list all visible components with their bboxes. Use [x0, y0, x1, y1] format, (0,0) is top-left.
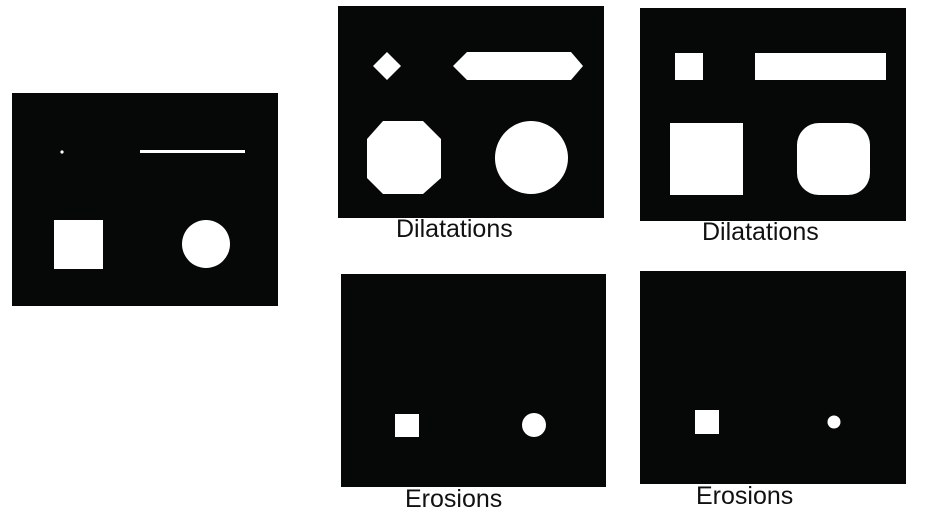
dilated-line-hexagon [453, 52, 583, 80]
dilation-square-caption: Dilatations [702, 218, 819, 246]
erosion-diamond-panel [341, 274, 606, 487]
dilated-disk [495, 121, 568, 194]
original-dot [60, 150, 64, 154]
dilated-dot-square [675, 53, 703, 80]
dilated-line-rectangle [755, 53, 886, 80]
original-line [140, 150, 245, 153]
dilation-diamond-image [367, 52, 583, 194]
dilation-square-panel [640, 8, 906, 221]
dilation-diamond-panel [338, 6, 604, 218]
eroded-disk [522, 413, 546, 437]
dilation-diamond-caption: Dilatations [396, 215, 513, 243]
eroded-disk [827, 415, 841, 429]
dilated-square [670, 123, 743, 195]
erosion-square-panel [640, 271, 906, 484]
dilated-disk-rounded [797, 123, 870, 195]
dilated-dot-diamond [373, 52, 401, 80]
erosion-diamond-image [395, 413, 546, 437]
dilation-square-image [670, 53, 886, 195]
original-image [54, 150, 245, 269]
erosion-square-image [695, 410, 841, 434]
original-square [54, 220, 103, 269]
erosion-square-caption: Erosions [696, 482, 794, 510]
eroded-square [695, 410, 719, 434]
dilated-square-octagon [367, 121, 441, 194]
original-disk [182, 220, 230, 268]
eroded-square [395, 414, 419, 437]
original-image-panel [12, 93, 278, 306]
erosion-diamond-caption: Erosions [405, 485, 503, 513]
